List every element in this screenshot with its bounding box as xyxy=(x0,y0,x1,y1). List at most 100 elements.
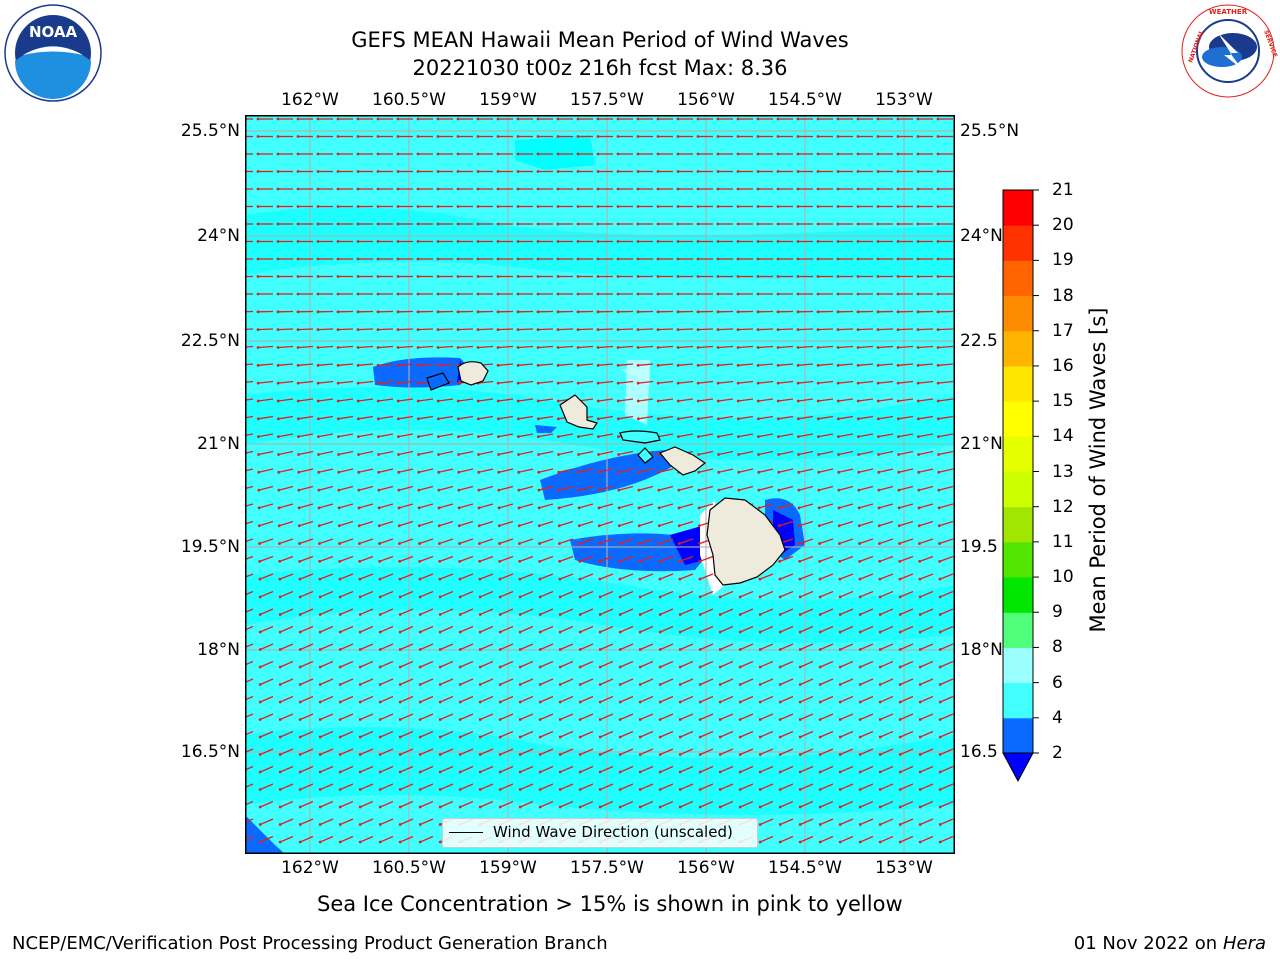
wave-vector xyxy=(819,555,834,562)
wave-vector-head xyxy=(916,328,920,332)
wave-vector-head xyxy=(596,240,600,243)
wave-vector-head xyxy=(338,665,342,669)
wave-vector-head xyxy=(378,823,382,826)
wave-vector-head xyxy=(696,346,700,349)
wave-vector xyxy=(759,643,774,651)
wave-vector-head xyxy=(756,222,760,226)
lat-label-right: 25.5°N xyxy=(960,121,1020,141)
wave-vector xyxy=(698,363,714,366)
wave-vector-head xyxy=(356,310,360,314)
wave-vector xyxy=(799,783,814,791)
island-niihau xyxy=(426,372,450,391)
wave-vector-head xyxy=(578,648,582,651)
wave-vector-head xyxy=(856,257,860,261)
wave-vector-head xyxy=(796,346,800,349)
wave-vector-head xyxy=(816,117,820,121)
wave-vector xyxy=(379,573,394,580)
wave-vector-head xyxy=(898,805,902,809)
wave-vector xyxy=(919,713,934,721)
wave-vector xyxy=(358,433,374,438)
wave-vector xyxy=(918,328,934,331)
wave-vector-head xyxy=(616,310,620,314)
wave-vector xyxy=(658,345,674,349)
wave-vector xyxy=(878,380,894,384)
wave-vector-head xyxy=(316,152,320,156)
wave-vector xyxy=(879,730,894,738)
wave-vector xyxy=(758,468,774,473)
wave-vector-head xyxy=(597,435,600,439)
wave-vector-head xyxy=(818,665,822,669)
wave-vector-head xyxy=(396,346,400,349)
wave-vector xyxy=(358,398,374,402)
wave-vector-head xyxy=(337,470,341,474)
wave-vector xyxy=(618,485,634,491)
colorbar-tick-label: 21 xyxy=(1052,180,1074,200)
wave-vector xyxy=(538,503,554,509)
wave-vector xyxy=(598,398,614,402)
wave-vector-head xyxy=(898,840,902,844)
wave-vector xyxy=(939,608,954,616)
wave-vector-head xyxy=(896,152,900,156)
wave-vector-head xyxy=(716,117,720,121)
wave-vector-head xyxy=(756,310,760,314)
wave-vector-head xyxy=(596,363,600,367)
wave-vector xyxy=(519,625,534,633)
wave-vector-head xyxy=(378,577,382,581)
wave-vector-head xyxy=(798,648,802,651)
wave-vector xyxy=(318,485,334,491)
wave-vector-head xyxy=(736,170,740,173)
wave-vector-head xyxy=(918,805,922,809)
wave-vector-head xyxy=(536,328,540,332)
wave-vector-head xyxy=(638,559,642,563)
wave-vector-head xyxy=(418,823,422,826)
wave-vector-head xyxy=(578,770,582,774)
wave-vector-head xyxy=(397,470,401,474)
wave-vector xyxy=(579,748,594,756)
wave-vector-head xyxy=(756,346,760,349)
wave-vector-head xyxy=(936,117,940,121)
wave-vector xyxy=(858,345,874,349)
wave-vector-head xyxy=(478,577,482,581)
wave-vector-head xyxy=(416,399,420,403)
wave-vector xyxy=(819,538,834,545)
wave-vector-head xyxy=(356,417,360,421)
wave-vector-head xyxy=(398,595,402,599)
wave-vector-head xyxy=(758,770,762,774)
wave-vector xyxy=(919,748,934,756)
wave-vector-head xyxy=(737,435,740,439)
wave-vector-head xyxy=(577,506,581,510)
wave-vector-head xyxy=(856,328,860,332)
wave-vector-head xyxy=(658,700,662,704)
wave-vector-head xyxy=(556,152,560,156)
wave-vector-head xyxy=(637,488,641,492)
wave-vector xyxy=(699,765,714,773)
wave-vector-head xyxy=(438,542,441,545)
wave-vector-head xyxy=(496,346,500,349)
wave-vector-head xyxy=(698,683,702,686)
wave-vector-head xyxy=(736,222,740,226)
footer-date: 01 Nov 2022 on Hera xyxy=(1074,933,1266,955)
wave-vector-head xyxy=(676,170,680,173)
wave-vector-head xyxy=(438,735,442,739)
wave-vector-head xyxy=(676,275,680,278)
wave-vector-head xyxy=(396,170,400,173)
wave-vector-head xyxy=(498,700,502,704)
wave-vector-head xyxy=(318,805,322,809)
wave-vector-head xyxy=(556,328,560,332)
wave-vector-head xyxy=(678,595,682,599)
wave-vector xyxy=(699,573,714,580)
island-oahu xyxy=(559,394,598,430)
wave-vector-head xyxy=(878,718,882,721)
wave-vector xyxy=(245,625,254,631)
wave-vector-head xyxy=(457,488,461,492)
wave-vector-head xyxy=(276,328,280,332)
wave-vector xyxy=(299,643,314,651)
wave-vector-head xyxy=(778,805,782,809)
wave-vector xyxy=(318,380,334,384)
wave-vector-head xyxy=(377,453,381,456)
wave-vector-head xyxy=(596,292,600,296)
wave-vector-head xyxy=(756,135,760,138)
wave-vector-head xyxy=(838,753,842,756)
wave-vector xyxy=(538,398,554,402)
wave-vector-head xyxy=(378,788,382,791)
